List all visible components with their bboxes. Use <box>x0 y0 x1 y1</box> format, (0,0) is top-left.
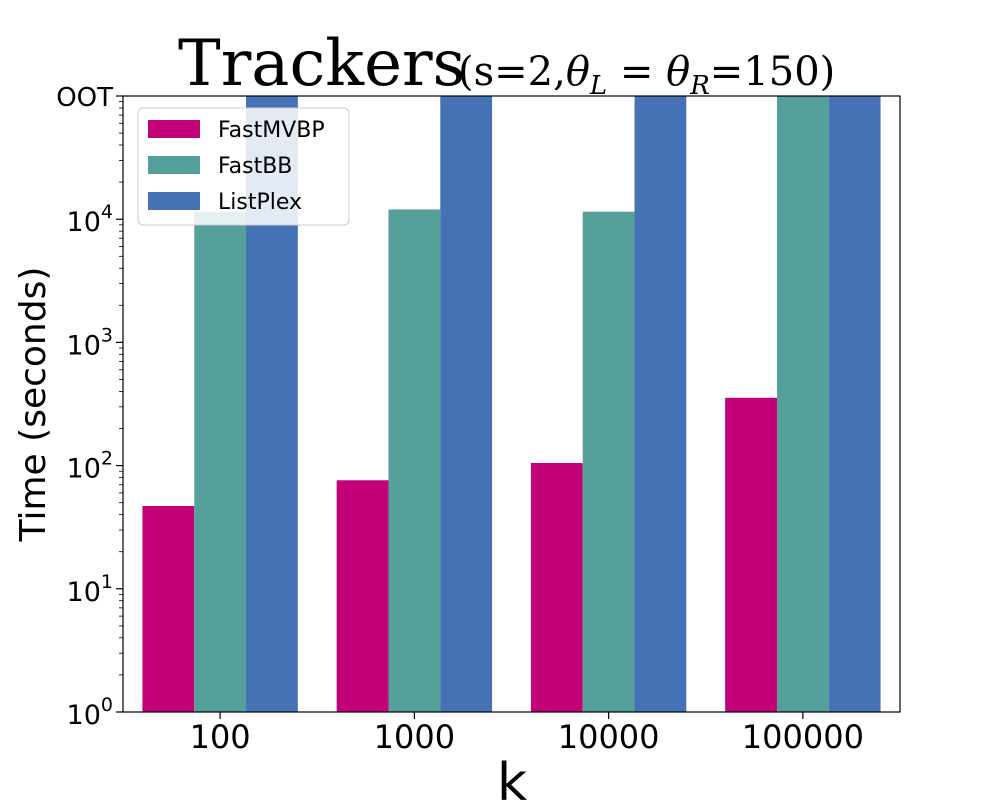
x-axis: 100 1000 10000 100000 <box>190 712 864 756</box>
legend-label-fastmvbp: FastMVBP <box>218 118 325 143</box>
bar-fastbb-100 <box>194 211 247 712</box>
y-tick-label: 103 <box>67 324 113 361</box>
bar-fastmvbp-100000 <box>725 397 777 712</box>
y-tick-label-oot: OOT <box>56 83 113 113</box>
y-axis-label: Time (seconds) <box>13 267 54 543</box>
legend-label-fastbb: FastBB <box>218 154 292 179</box>
bar-fastmvbp-1000 <box>336 480 389 712</box>
legend: FastMVBP FastBB ListPlex <box>137 107 350 226</box>
bar-fastbb-1000 <box>388 209 441 712</box>
legend-swatch-fastbb <box>148 156 200 174</box>
bar-fastbb-10000 <box>582 211 635 712</box>
x-tick-label: 10000 <box>558 718 660 756</box>
y-tick-label: 101 <box>67 571 113 608</box>
bar-fastmvbp-100 <box>142 506 195 712</box>
bar-listplex-1000 <box>440 96 493 712</box>
y-axis: 100 101 102 103 104 OOT <box>56 83 123 731</box>
bar-listplex-100000 <box>828 96 881 712</box>
y-tick-label: 100 <box>67 694 113 731</box>
legend-swatch-listplex <box>148 192 200 210</box>
bar-listplex-10000 <box>634 96 687 712</box>
bar-fastbb-100000 <box>776 96 829 712</box>
chart-subtitle: (s=2,θL = θR=150) <box>458 49 835 101</box>
bars-group <box>142 96 881 712</box>
x-tick-label: 1000 <box>374 718 455 756</box>
plot-frame <box>122 95 901 713</box>
legend-label-listplex: ListPlex <box>218 190 302 215</box>
y-tick-label: 102 <box>67 448 113 485</box>
x-tick-label: 100000 <box>742 718 864 756</box>
bar-fastmvbp-10000 <box>530 462 583 712</box>
legend-swatch-fastmvbp <box>148 120 200 138</box>
x-tick-label: 100 <box>190 718 251 756</box>
chart-title: Trackers <box>178 27 465 101</box>
x-axis-label: k <box>497 753 527 800</box>
y-tick-label: 104 <box>67 201 113 238</box>
